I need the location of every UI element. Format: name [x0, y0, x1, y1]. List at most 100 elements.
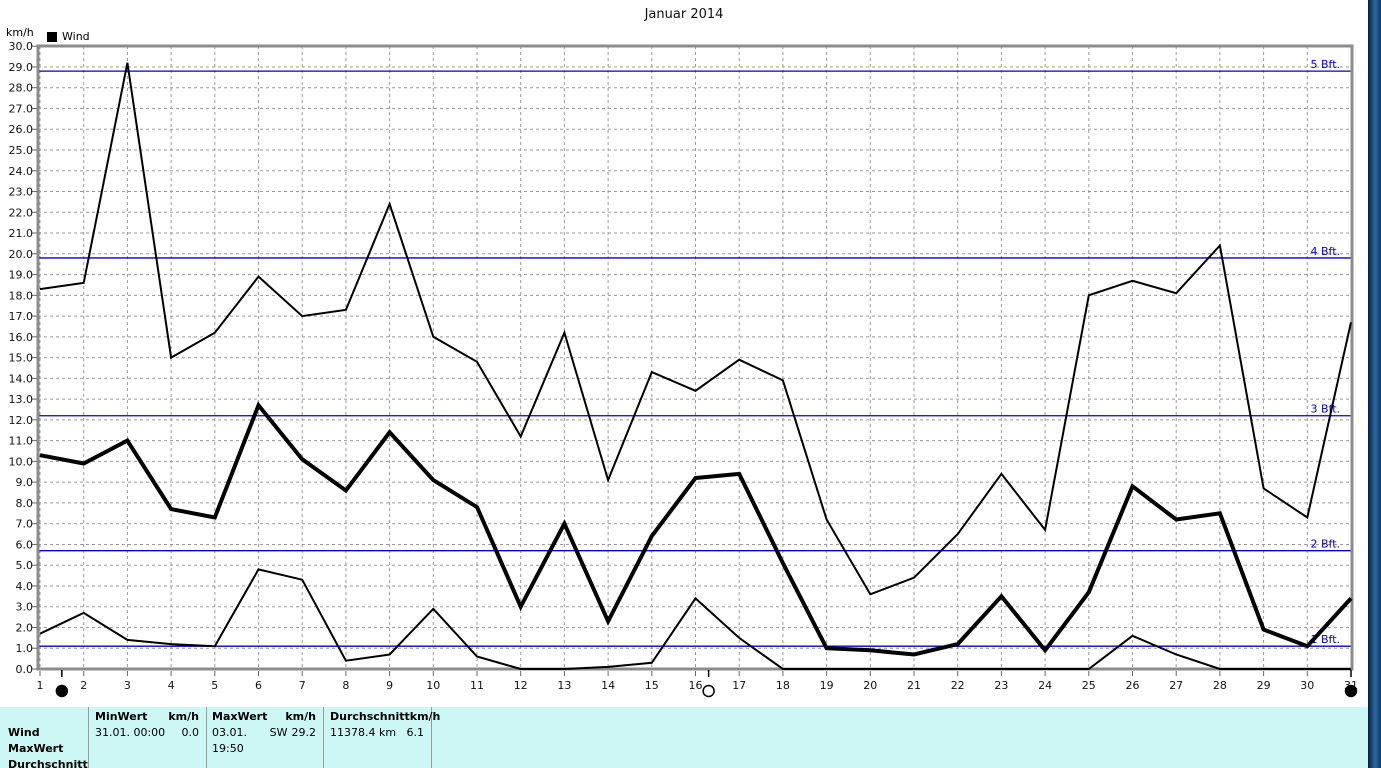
x-tick-label: 4 [168, 679, 175, 692]
legend-label: Wind [62, 30, 90, 43]
y-tick-label: 14.0 [9, 372, 34, 385]
y-tick-label: 2.0 [16, 621, 34, 634]
y-tick-label: 18.0 [9, 289, 34, 302]
y-tick-label: 1.0 [16, 642, 34, 655]
maxwert-header: MaxWert [212, 710, 268, 723]
x-tick-label: 25 [1082, 679, 1096, 692]
y-tick-label: 23.0 [9, 186, 34, 199]
row-label-durchschnitt: Durchschnitt [8, 758, 88, 768]
x-tick-label: 2 [80, 679, 87, 692]
chart-title: Januar 2014 [644, 7, 724, 22]
row-label-maxwert: MaxWert [8, 742, 64, 755]
beaufort-label: 3 Bft. [1310, 403, 1340, 416]
y-tick-label: 21.0 [9, 227, 34, 240]
x-tick-label: 6 [255, 679, 262, 692]
summary-table: Wind MaxWert Durchschnitt MinWert km/h 3… [0, 707, 1368, 768]
chart-legend: Wind [47, 30, 90, 43]
maxwert-value: 29.2 [291, 726, 317, 739]
minwert-date: 31.01. 00:00 [95, 726, 166, 739]
durchschnitt-value: 6.1 [406, 726, 425, 739]
x-tick-label: 19 [820, 679, 834, 692]
x-tick-label: 13 [557, 679, 571, 692]
y-tick-label: 20.0 [9, 248, 34, 261]
x-tick-label: 20 [863, 679, 877, 692]
y-tick-label: 8.0 [16, 497, 34, 510]
y-tick-label: 27.0 [9, 102, 34, 115]
x-tick-label: 12 [514, 679, 528, 692]
maxwert-date: 03.01. 19:50 [212, 726, 247, 755]
new-moon-icon [55, 684, 69, 698]
y-tick-label: 16.0 [9, 331, 34, 344]
y-tick-label: 11.0 [9, 435, 34, 448]
y-tick-label: 12.0 [9, 414, 34, 427]
table-separator [431, 707, 432, 768]
series-daily-mean [39, 401, 1353, 657]
durchschnitt-header: Durchschnitt [330, 710, 410, 723]
beaufort-label: 4 Bft. [1310, 245, 1340, 258]
x-tick-label: 18 [776, 679, 790, 692]
summary-col-maxwert: MaxWert km/h 03.01. 19:50 SW 29.2 [212, 709, 316, 757]
x-tick-label: 5 [211, 679, 218, 692]
y-tick-label: 5.0 [16, 559, 34, 572]
x-tick-label: 9 [386, 679, 393, 692]
x-tick-label: 29 [1257, 679, 1271, 692]
x-tick-label: 27 [1169, 679, 1183, 692]
y-tick-label: 19.0 [9, 269, 34, 282]
x-tick-label: 11 [470, 679, 484, 692]
summary-col-minwert: MinWert km/h 31.01. 00:00 0.0 [95, 709, 199, 741]
row-label-wind: Wind [8, 726, 40, 739]
x-tick-label: 7 [299, 679, 306, 692]
y-tick-label: 30.0 [9, 40, 34, 53]
minwert-header: MinWert [95, 710, 148, 723]
y-tick-label: 7.0 [16, 518, 34, 531]
x-tick-label: 15 [645, 679, 659, 692]
table-separator [206, 707, 207, 768]
beaufort-label: 5 Bft. [1310, 58, 1340, 71]
y-tick-label: 9.0 [16, 476, 34, 489]
x-tick-label: 10 [426, 679, 440, 692]
y-tick-label: 24.0 [9, 165, 34, 178]
x-tick-label: 28 [1213, 679, 1227, 692]
x-tick-label: 16 [689, 679, 703, 692]
summary-row-labels: Wind MaxWert Durchschnitt [8, 725, 88, 768]
new-moon-icon [1344, 684, 1358, 698]
y-tick-label: 3.0 [16, 601, 34, 614]
x-tick-label: 23 [994, 679, 1008, 692]
legend-swatch-icon [47, 31, 57, 42]
desktop-background-strip [1368, 0, 1381, 768]
y-tick-label: 6.0 [16, 538, 34, 551]
y-tick-label: 17.0 [9, 310, 34, 323]
y-tick-label: 15.0 [9, 352, 34, 365]
summary-col-durchschnitt: Durchschnitt km/h 11378.4 km 6.1 [330, 709, 440, 741]
maxwert-unit: km/h [285, 710, 316, 723]
minwert-value: 0.0 [181, 726, 200, 739]
series-daily-min [39, 568, 1351, 670]
x-tick-label: 14 [601, 679, 615, 692]
y-tick-label: 4.0 [16, 580, 34, 593]
durchschnitt-unit: km/h [409, 710, 441, 723]
x-tick-label: 24 [1038, 679, 1052, 692]
x-tick-label: 30 [1300, 679, 1314, 692]
wind-line-chart: 1 Bft.2 Bft.3 Bft.4 Bft.5 Bft.0.01.02.03… [9, 40, 1358, 698]
beaufort-label: 2 Bft. [1310, 538, 1340, 551]
x-tick-label: 21 [907, 679, 921, 692]
y-tick-label: 29.0 [9, 61, 34, 74]
full-moon-icon [702, 684, 715, 698]
series-daily-max [39, 62, 1352, 596]
y-tick-label: 10.0 [9, 455, 34, 468]
y-tick-label: 13.0 [9, 393, 34, 406]
minwert-unit: km/h [168, 710, 199, 723]
x-tick-label: 3 [124, 679, 131, 692]
x-tick-label: 22 [951, 679, 965, 692]
x-tick-label: 1 [37, 679, 44, 692]
y-axis-unit-label: km/h [6, 26, 34, 39]
x-tick-label: 17 [732, 679, 746, 692]
plot-border [36, 44, 1354, 671]
x-tick-label: 26 [1126, 679, 1140, 692]
table-separator [88, 707, 89, 768]
durchschnitt-distance: 11378.4 km [330, 726, 397, 739]
y-tick-label: 25.0 [9, 144, 34, 157]
x-tick-label: 8 [342, 679, 349, 692]
maxwert-direction: SW [269, 726, 288, 739]
